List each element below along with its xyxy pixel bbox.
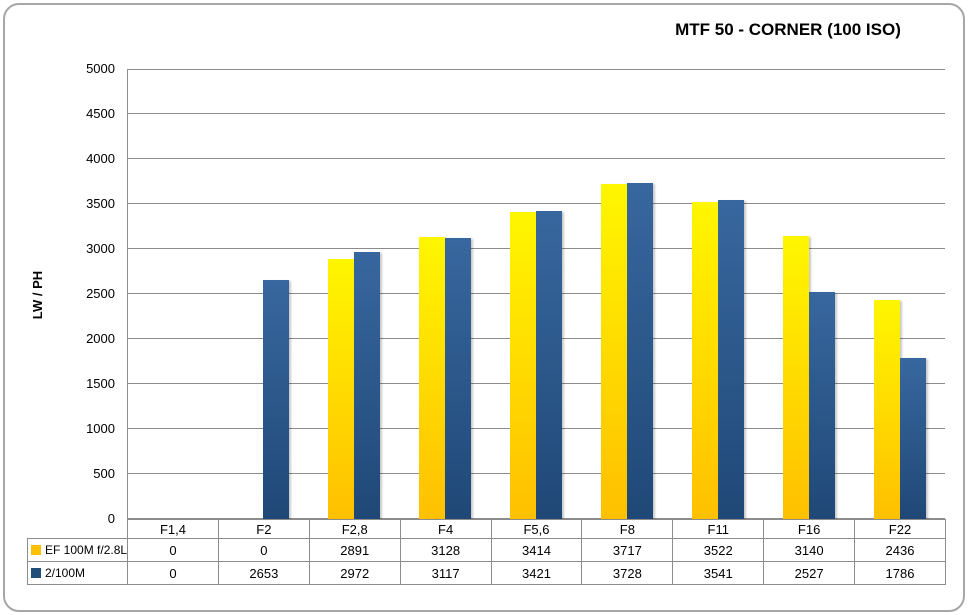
y-tick-label: 1500 [86, 376, 115, 391]
value-cell: 3421 [490, 561, 583, 585]
value-cell: 2436 [854, 538, 946, 562]
plot-area [127, 69, 945, 519]
value-cell: 0 [127, 538, 219, 562]
legend-series-name: 2/100M [45, 566, 86, 580]
series-row: 2/100M 0 2653 2972 3117 3421 3728 3541 2527 1786 [26, 561, 946, 585]
value-cell: 3414 [490, 538, 583, 562]
gridline [127, 158, 945, 159]
chart-title: MTF 50 - CORNER (100 ISO) [675, 20, 901, 39]
y-tick-label: 0 [107, 511, 115, 526]
legend-key-swatch [31, 568, 41, 578]
gridline [127, 69, 945, 70]
x-axis-label: F11 [672, 519, 765, 539]
bar-ef100mf28l-F8 [600, 184, 627, 519]
value-cell: 0 [127, 561, 219, 585]
value-cell: 2972 [308, 561, 401, 585]
y-tick-label: 3000 [86, 241, 115, 256]
bar-2100m-F11 [717, 200, 744, 519]
y-tick-label: 2500 [86, 286, 115, 301]
y-tick-label: 5000 [86, 61, 115, 76]
bar-ef100mf28l-F28 [328, 258, 355, 519]
bar-2100m-F8 [626, 183, 653, 519]
value-cell: 3140 [763, 538, 856, 562]
y-tick-label: 3500 [86, 196, 115, 211]
y-tick-label: 4000 [86, 151, 115, 166]
legend-cell: EF 100M f/2.8L [26, 538, 129, 562]
table-void-cell [28, 520, 128, 539]
x-axis-label: F16 [763, 519, 856, 539]
x-axis-label: F5,6 [490, 519, 583, 539]
y-tick-label: 1000 [86, 421, 115, 436]
bar-ef100mf28l-F11 [691, 202, 718, 519]
bar-2100m-F2 [263, 280, 290, 519]
value-cell: 1786 [854, 561, 946, 585]
gridline [127, 203, 945, 204]
value-cell: 3717 [581, 538, 674, 562]
value-cell: 3522 [672, 538, 765, 562]
legend-series-name: EF 100M f/2.8L [45, 543, 128, 557]
x-axis-label: F8 [581, 519, 674, 539]
bar-ef100mf28l-F56 [510, 211, 536, 519]
bar-ef100mf28l-F22 [873, 299, 900, 519]
bar-ef100mf28l-F16 [782, 236, 809, 519]
x-axis-label: F2 [217, 519, 310, 539]
y-tick-label: 500 [93, 466, 115, 481]
bar-2100m-F4 [445, 238, 472, 519]
y-axis-title: LW / PH [30, 270, 45, 320]
value-cell: 3728 [581, 561, 674, 585]
legend-key-swatch [31, 545, 41, 555]
series-row: EF 100M f/2.8L 0 0 2891 3128 3414 3717 3522 3140… [26, 538, 946, 562]
value-cell: 0 [217, 538, 310, 562]
bar-ef100mf28l-F4 [419, 237, 446, 519]
bar-2100m-F28 [354, 251, 381, 519]
bar-2100m-F16 [808, 291, 835, 519]
x-axis-labels-row: F1,4 F2 F2,8 F4 F5,6 F8 F11 F16 F22 [28, 519, 946, 539]
x-axis-label: F2,8 [308, 519, 401, 539]
y-axis-line [127, 69, 128, 520]
value-cell: 2527 [763, 561, 856, 585]
chart-border-frame [3, 3, 965, 612]
legend-cell: 2/100M [26, 561, 129, 585]
bar-2100m-F22 [899, 358, 926, 519]
value-cell: 2891 [308, 538, 401, 562]
chart-data-table: F1,4 F2 F2,8 F4 F5,6 F8 F11 F16 F22 EF 100M f/2.8… [26, 519, 946, 585]
value-cell: 2653 [217, 561, 310, 585]
value-cell: 3128 [399, 538, 492, 562]
x-axis-label: F1,4 [127, 519, 219, 539]
y-tick-label: 4500 [86, 106, 115, 121]
x-axis-label: F22 [854, 519, 946, 539]
gridline [127, 113, 945, 114]
value-cell: 3541 [672, 561, 765, 585]
y-tick-label: 2000 [86, 331, 115, 346]
x-axis-label: F4 [399, 519, 492, 539]
value-cell: 3117 [399, 561, 492, 585]
bar-2100m-F56 [536, 211, 562, 519]
